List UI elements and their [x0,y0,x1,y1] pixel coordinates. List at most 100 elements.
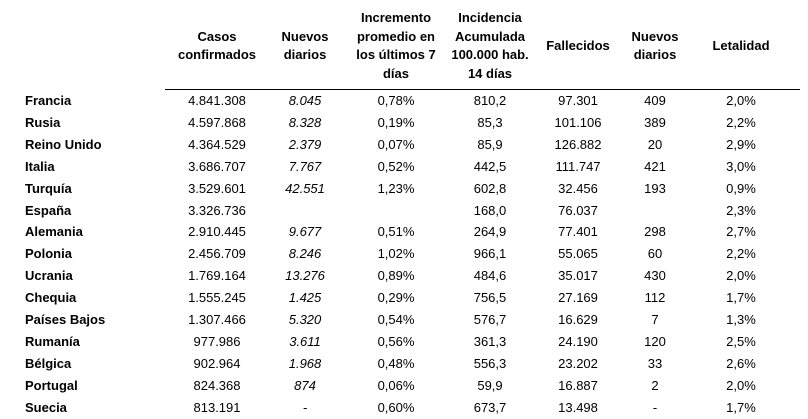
table-cell: 1,3% [726,312,756,327]
table-cell: - [302,399,308,415]
column-header: Nuevos [281,28,329,44]
table-cell: 59,9 [477,377,503,393]
row-label: Bélgica [25,355,72,371]
table-cell: 2,3% [726,202,756,218]
table-cell: 60 [647,246,663,262]
table-cell: 298 [644,224,666,240]
table-cell: 16.887 [558,377,598,393]
table-cell: 3.326.736 [188,202,246,218]
row-label: Rumanía [25,333,80,349]
row-label: Suecia [25,399,67,415]
table-cell: 602,8 [473,180,507,196]
table-cell: 0,9% [726,180,756,196]
column-header: diarios [633,47,677,63]
table-cell: 977.986 [193,333,241,349]
table-cell: 1.968 [288,355,322,371]
table-cell: 97.301 [558,93,598,108]
table-cell: 2.910.445 [188,224,246,240]
table-cell: 430 [644,268,666,284]
table-cell: 3.529.601 [188,180,246,196]
table-cell: 33 [647,355,663,371]
table-cell: 0,07% [377,136,415,152]
table-cell: 2,0% [726,268,756,284]
column-header: Fallecidos [546,38,610,53]
column-header: promedio en [356,28,436,44]
table-cell: 442,5 [473,158,507,174]
table-cell: 112 [644,290,666,306]
table-cell: 4.364.529 [188,136,246,152]
table-cell: 32.456 [558,180,598,196]
table-cell: 2,2% [726,114,756,130]
row-label: Ucrania [25,268,73,284]
table-cell: 2,2% [726,246,756,262]
table-cell: 421 [644,158,666,174]
table-cell: 5.320 [288,312,322,327]
table-cell: 1.769.164 [188,268,246,284]
table-cell: 1.307.466 [188,312,246,327]
column-header: 14 días [467,65,513,81]
table-cell: 7 [651,312,659,327]
table-cell: 1,7% [726,399,756,415]
table-cell: 966,1 [473,246,507,262]
table-cell: 126.882 [554,136,602,152]
column-header: Incremento [360,10,432,26]
table-cell: 3.611 [289,333,321,349]
column-header: Acumulada [454,28,526,44]
row-label: España [25,202,72,218]
table-cell: 35.017 [558,268,598,284]
table-cell: 556,3 [473,355,507,371]
table-cell: 85,3 [477,114,503,130]
table-cell: 101.106 [554,114,602,130]
table-cell: 2,7% [726,224,756,240]
row-label: Turquía [25,180,72,196]
table-cell: 8.328 [288,114,322,130]
column-header: confirmados [177,47,257,63]
row-label: Países Bajos [25,312,106,327]
column-header: diarios [283,47,327,63]
table-cell: 27.169 [558,290,598,306]
table-cell: 3,0% [726,158,756,174]
row-label: Chequia [25,290,77,306]
table-cell: 813.191 [193,399,241,415]
table-cell: 9.677 [288,224,322,240]
table-cell: 824.368 [193,377,241,393]
table-cell: 0,06% [377,377,415,393]
table-cell: 409 [644,93,666,108]
table-cell: 576,7 [473,312,507,327]
table-cell: 13.276 [285,268,325,284]
table-cell: 4.841.308 [188,93,246,108]
table-cell: 2.456.709 [188,246,246,262]
row-label: Francia [25,93,72,108]
column-header: Incidencia [458,10,522,26]
table-cell: 1,02% [377,246,415,262]
table-cell: 1.555.245 [188,290,246,306]
table-cell: 120 [644,333,666,349]
table-cell: 193 [644,180,666,196]
table-cell: 874 [294,377,316,393]
table-cell: 23.202 [558,355,598,371]
table-cell: 0,29% [377,290,415,306]
table-cell: 389 [644,114,666,130]
column-header: días [382,65,410,81]
table-cell: 4.597.868 [188,114,246,130]
row-label: Alemania [25,224,83,240]
table-cell: 0,19% [377,114,415,130]
table-cell: 42.551 [285,180,325,196]
table-cell: 1,7% [726,290,756,306]
row-label: Rusia [25,114,61,130]
row-label: Italia [25,158,55,174]
table-cell: 77.401 [558,224,598,240]
table-cell: 2,5% [726,333,756,349]
table-cell: 361,3 [473,333,507,349]
table-cell: 76.037 [558,202,598,218]
table-cell: 111.747 [555,158,601,174]
column-header: los últimos 7 [356,47,436,63]
column-header: Letalidad [712,38,770,53]
table-cell: 484,6 [473,268,507,284]
table-cell: 2 [651,377,659,393]
table-cell: 13.498 [558,399,598,415]
row-label: Reino Unido [25,136,102,152]
table-cell: 8.246 [288,246,322,262]
column-header: Nuevos [631,28,679,44]
